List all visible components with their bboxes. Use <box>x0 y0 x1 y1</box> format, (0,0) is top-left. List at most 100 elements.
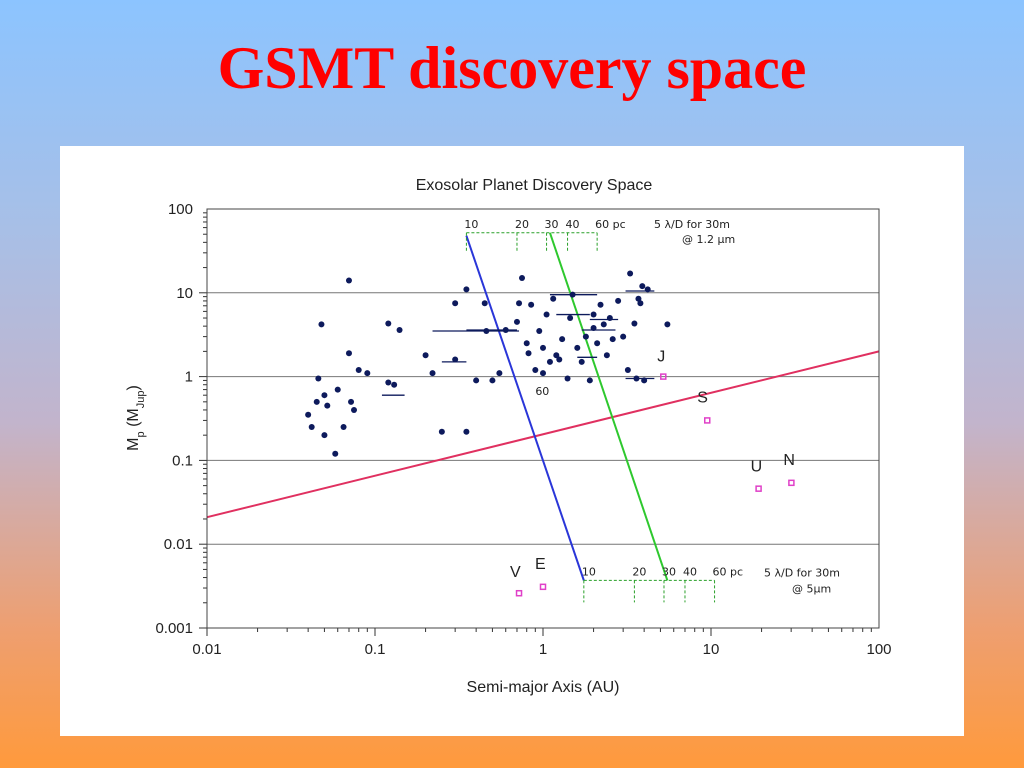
exoplanet-point <box>594 340 601 347</box>
exoplanet-point <box>315 375 322 382</box>
exoplanet-point <box>556 356 563 363</box>
chart-title: Exosolar Planet Discovery Space <box>416 177 653 194</box>
exoplanet-point <box>540 344 546 351</box>
exoplanet-point <box>463 286 470 293</box>
green-limit-line <box>549 232 669 581</box>
exoplanet-point <box>523 340 530 347</box>
y-tick-label: 0.001 <box>155 620 193 637</box>
exoplanet-point <box>635 295 642 302</box>
y-tick-label: 10 <box>176 285 193 302</box>
exoplanet-point <box>345 350 352 357</box>
exoplanet-point <box>639 283 646 290</box>
solar-planet-marker <box>788 479 795 487</box>
exoplanet-point <box>318 321 325 328</box>
exoplanet-point <box>321 392 328 399</box>
exoplanet-point <box>429 370 436 377</box>
exoplanet-point <box>564 375 571 382</box>
x-axis-title: Semi-major Axis (AU) <box>467 679 620 696</box>
blue-limit-line <box>465 235 585 581</box>
exoplanet-point <box>641 377 648 384</box>
solar-planet-label: E <box>535 556 546 573</box>
exoplanet-point <box>590 311 597 318</box>
exoplanet-point <box>615 297 622 304</box>
x-tick-label: 1 <box>539 641 547 658</box>
exoplanet-points <box>305 270 671 457</box>
exoplanet-point <box>600 321 607 328</box>
slide-title: GSMT discovery space <box>217 35 807 101</box>
top-pc-label: 40 <box>566 218 580 231</box>
exoplanet-point <box>633 375 640 382</box>
exoplanet-point <box>473 377 480 384</box>
top-note-line1: 5 λ/D for 30m <box>654 218 730 231</box>
exoplanet-point <box>559 336 566 343</box>
exoplanet-point <box>348 398 355 405</box>
exoplanet-point <box>334 386 341 393</box>
model-lines <box>206 232 880 581</box>
exoplanet-point <box>546 358 553 365</box>
exoplanet-point <box>452 300 459 307</box>
exoplanet-point <box>483 328 490 335</box>
exoplanet-point <box>620 333 627 340</box>
exoplanet-point <box>590 325 597 332</box>
exoplanet-point <box>305 411 312 418</box>
exoplanet-point <box>385 379 392 386</box>
exoplanet-point <box>528 301 535 308</box>
exoplanet-point <box>364 370 371 377</box>
exoplanet-point <box>391 381 398 388</box>
exoplanet-point <box>536 328 543 335</box>
exoplanet-point <box>396 326 403 333</box>
exoplanet-point <box>644 286 651 293</box>
exoplanet-point <box>597 301 604 308</box>
exoplanet-point <box>313 398 320 405</box>
exoplanet-point <box>637 300 644 307</box>
y-tick-label: 0.1 <box>172 452 193 469</box>
exoplanet-point <box>351 406 358 413</box>
y-tick-label: 100 <box>168 201 193 218</box>
grid-lines <box>207 292 879 545</box>
exoplanet-point <box>481 300 488 307</box>
exoplanet-point <box>489 377 496 384</box>
exoplanet-point <box>532 366 539 373</box>
exoplanet-point <box>664 321 671 328</box>
exoplanet-point <box>438 428 445 435</box>
x-tick-label: 0.01 <box>192 641 221 658</box>
exoplanet-point <box>631 320 638 327</box>
exoplanet-point <box>567 315 574 322</box>
exoplanet-point <box>525 350 532 357</box>
axis-ticks: 100 10 1 0.1 0.01 0.001 0.01 0.1 1 10 100 <box>155 201 891 658</box>
exoplanet-point <box>519 275 526 282</box>
x-tick-label: 0.1 <box>365 641 386 658</box>
top-pc-label: 20 <box>515 218 529 231</box>
exoplanet-point <box>574 344 581 351</box>
exoplanet-point <box>340 424 347 431</box>
exoplanet-point <box>553 352 560 359</box>
solar-planet-marker <box>704 417 711 424</box>
bottom-pc-label: 20 <box>632 565 646 578</box>
x-tick-label: 100 <box>866 641 891 658</box>
solar-planet-label: S <box>697 389 708 406</box>
exoplanet-point <box>603 352 610 359</box>
solar-planet-marker <box>515 589 523 597</box>
top-note-line2: @ 1.2 µm <box>682 233 735 246</box>
exoplanet-point <box>452 356 459 363</box>
exoplanet-discovery-chart: Exosolar Planet Discovery Space 100 10 1 0.… <box>125 177 892 696</box>
y-tick-label: 0.01 <box>164 536 193 553</box>
exoplanet-point <box>385 320 392 327</box>
exoplanet-point <box>324 402 331 409</box>
exoplanet-point <box>569 291 576 298</box>
solar-planet-label: U <box>751 459 763 476</box>
exoplanet-point <box>345 277 352 284</box>
x-tick-label: 10 <box>703 641 720 658</box>
bottom-pc-label: 30 <box>662 565 676 578</box>
bottom-pc-label: 40 <box>683 565 697 578</box>
exoplanet-point <box>516 300 523 307</box>
exoplanet-point <box>586 377 593 384</box>
blue-line-60-label: 60 <box>535 385 549 398</box>
exoplanet-point <box>332 450 339 457</box>
exoplanet-point <box>543 311 550 318</box>
exoplanet-point <box>308 424 315 431</box>
exoplanet-point <box>627 270 634 277</box>
chart-panel: Exosolar Planet Discovery Space 100 10 1 0.… <box>60 146 964 736</box>
bottom-pc-label: 60 pc <box>713 565 744 578</box>
exoplanet-point <box>606 315 613 322</box>
